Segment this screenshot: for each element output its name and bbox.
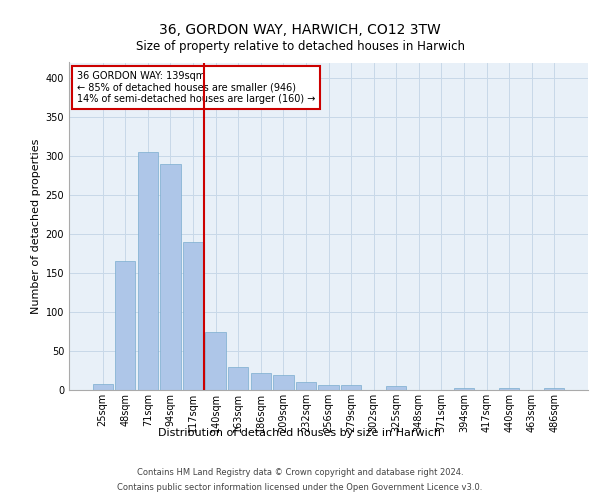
Bar <box>386 386 406 390</box>
Bar <box>92 384 113 390</box>
Bar <box>319 384 338 390</box>
Text: Distribution of detached houses by size in Harwich: Distribution of detached houses by size … <box>158 428 442 438</box>
Bar <box>544 388 565 390</box>
Text: 36, GORDON WAY, HARWICH, CO12 3TW: 36, GORDON WAY, HARWICH, CO12 3TW <box>159 22 441 36</box>
Bar <box>273 375 293 390</box>
Bar <box>205 332 226 390</box>
Bar <box>251 373 271 390</box>
Text: Contains public sector information licensed under the Open Government Licence v3: Contains public sector information licen… <box>118 483 482 492</box>
Text: Size of property relative to detached houses in Harwich: Size of property relative to detached ho… <box>136 40 464 53</box>
Bar <box>296 382 316 390</box>
Bar <box>341 384 361 390</box>
Text: 36 GORDON WAY: 139sqm
← 85% of detached houses are smaller (946)
14% of semi-det: 36 GORDON WAY: 139sqm ← 85% of detached … <box>77 70 315 104</box>
Text: Contains HM Land Registry data © Crown copyright and database right 2024.: Contains HM Land Registry data © Crown c… <box>137 468 463 477</box>
Bar <box>183 242 203 390</box>
Bar <box>138 152 158 390</box>
Bar <box>499 388 519 390</box>
Bar <box>160 164 181 390</box>
Bar <box>115 262 136 390</box>
Y-axis label: Number of detached properties: Number of detached properties <box>31 138 41 314</box>
Bar <box>454 388 474 390</box>
Bar <box>228 366 248 390</box>
